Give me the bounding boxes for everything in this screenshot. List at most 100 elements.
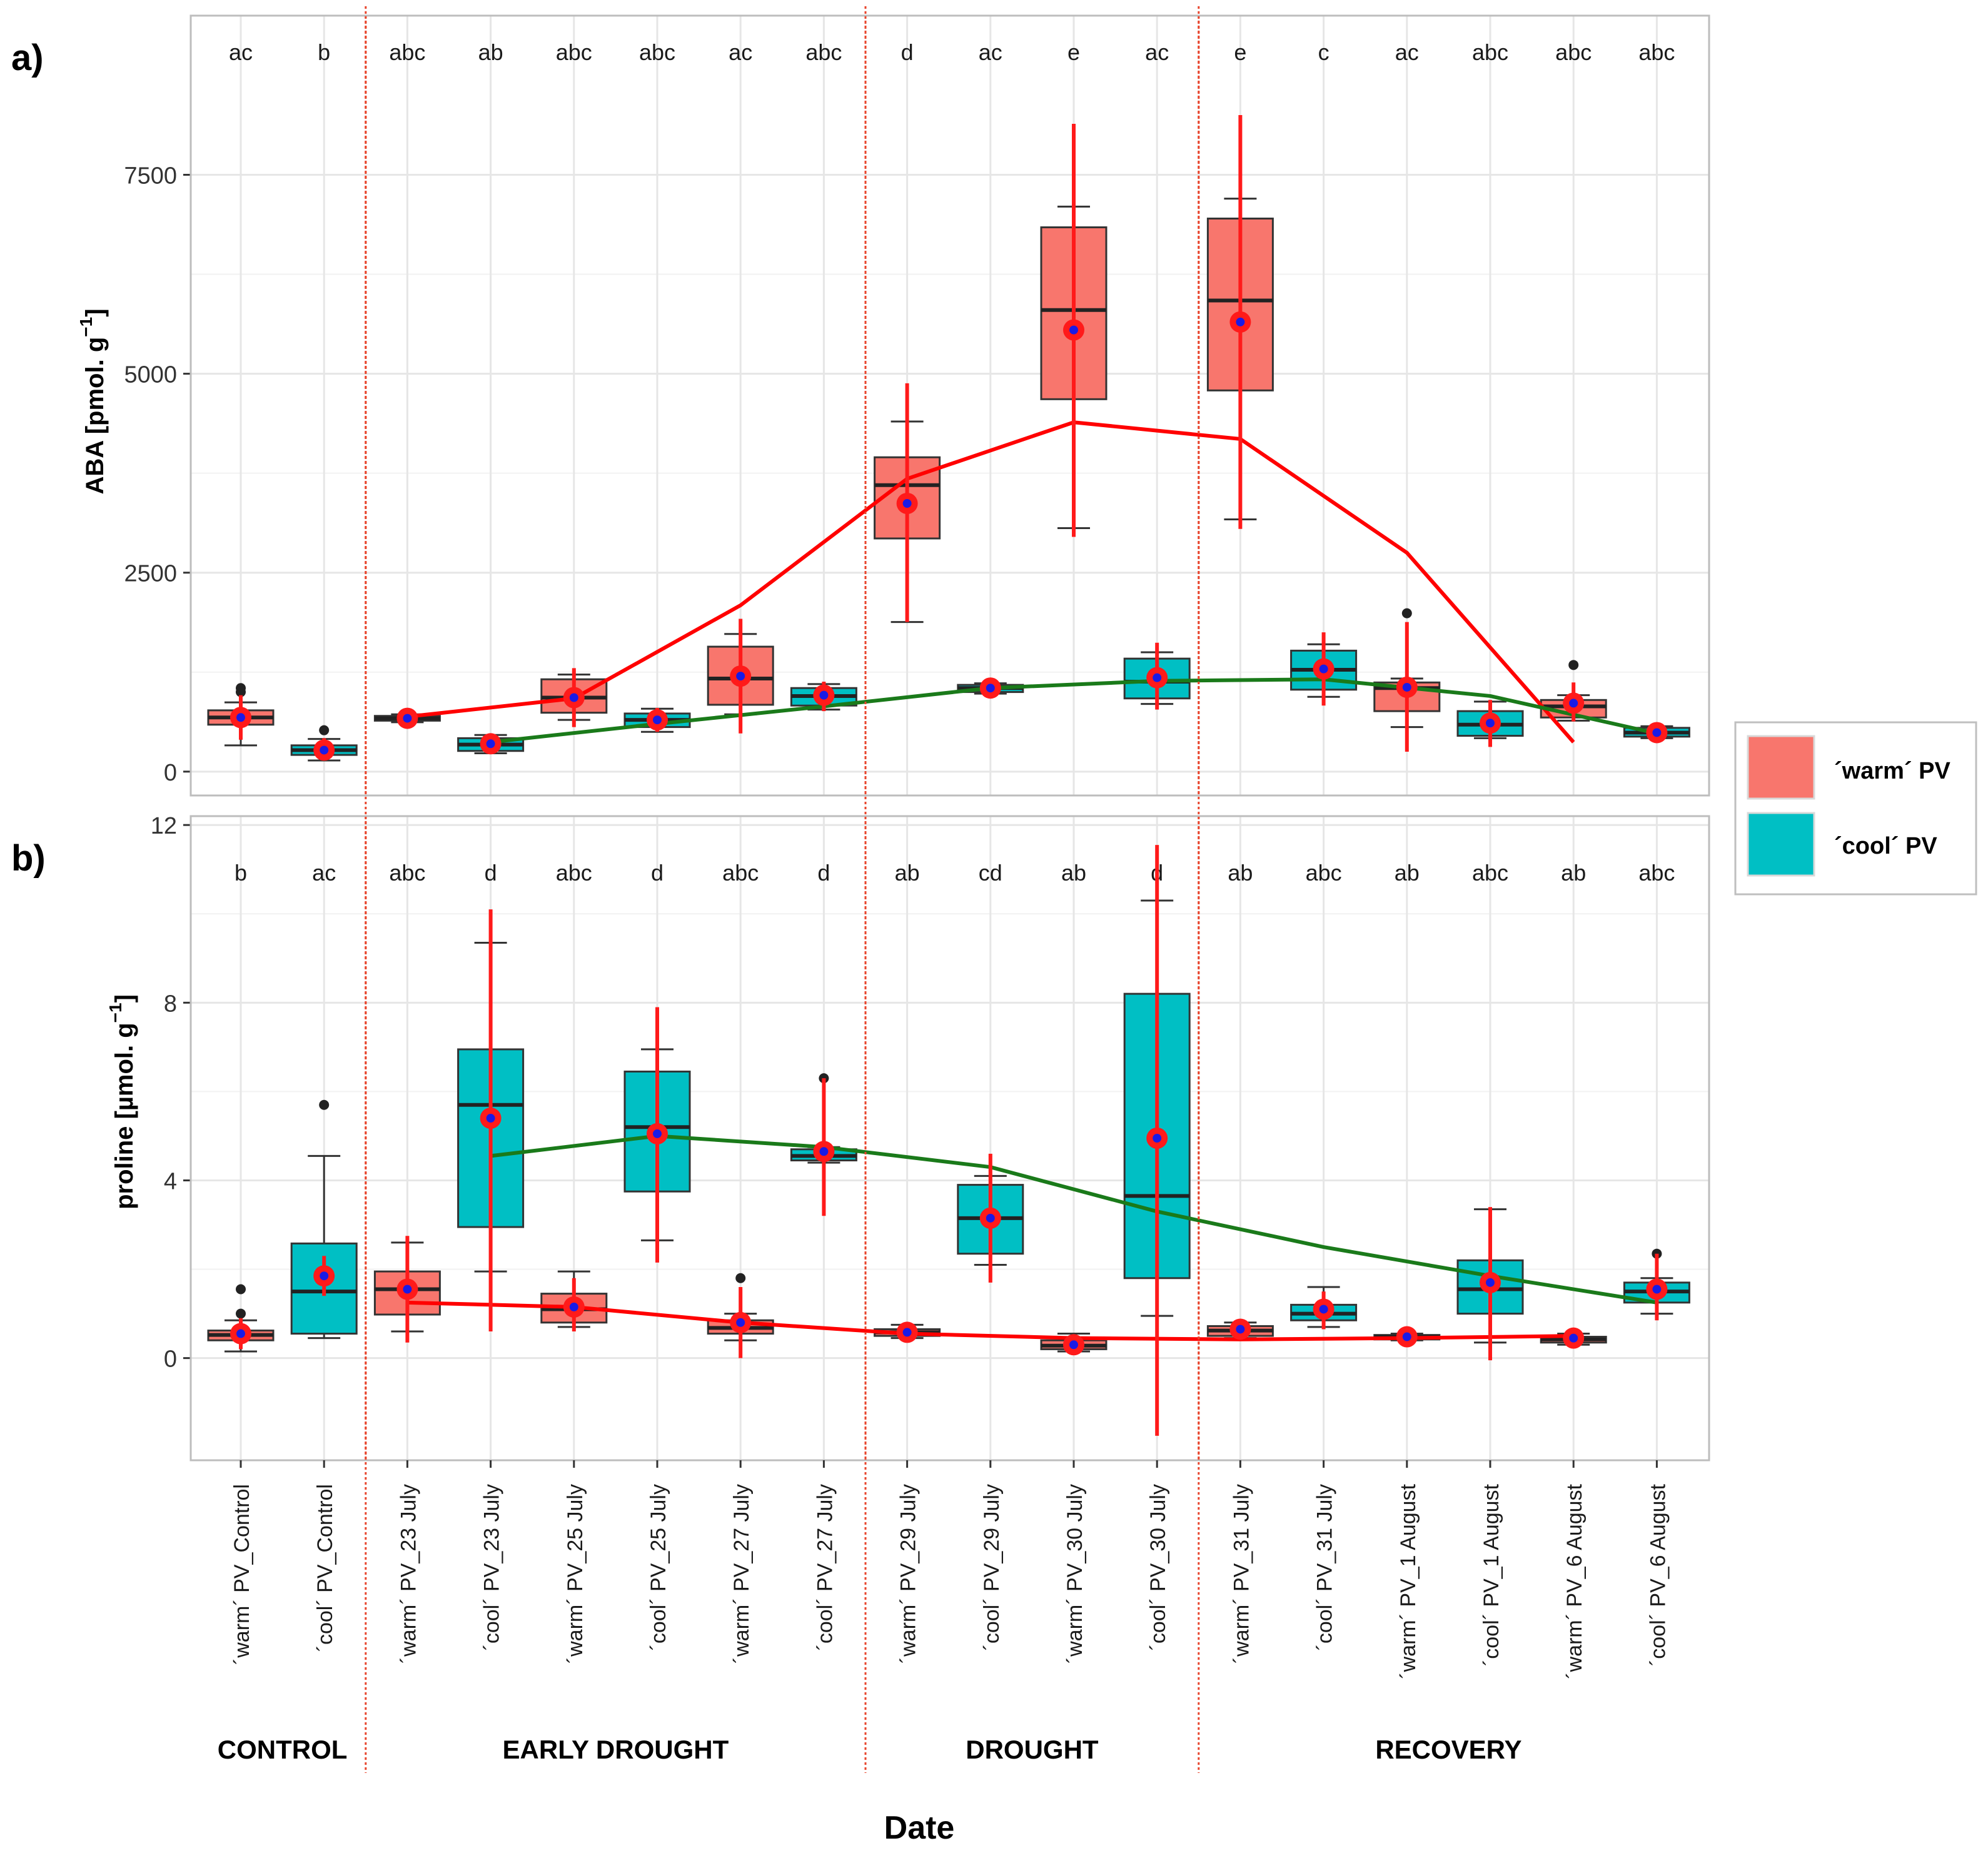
significance-letter: ab [1561,860,1586,886]
panel-b-ylabel: proline [µmol. g−1] [106,994,138,1209]
panel-b-ylabel-sup: −1 [106,1002,125,1022]
significance-letter: abc [1306,860,1342,886]
mean-point [1486,1278,1495,1287]
legend-label-cool: ´cool´ PV [1834,833,1937,859]
mean-point [1236,317,1245,326]
outlier-point [735,1273,746,1283]
mean-point [320,745,329,755]
outlier-point [236,1308,246,1319]
mean-point [653,1129,662,1138]
mean-line-cool [490,677,1658,744]
x-tick-label: ´warm´ PV_29 July [897,1484,921,1664]
legend-label-warm: ´warm´ PV [1834,758,1950,784]
mean-point [1319,664,1328,674]
mean-point [819,1147,829,1156]
outlier-point [319,725,330,735]
outlier-point [1568,660,1579,670]
mean-point [1153,673,1162,682]
panel-a: 0 2500 5000 7500 ac b abc ab abc abc ac abc d ac e ac e c… [124,14,1710,797]
mean-point [486,739,495,749]
mean-point [403,714,412,723]
significance-letter: abc [639,39,675,65]
significance-letter: abc [805,39,842,65]
panel-b-background [191,816,1709,1460]
mean-point [1153,1134,1162,1143]
panel-a-label: a) [11,38,44,78]
panel-b-ylabel-close: ] [111,994,138,1002]
x-tick-label: ´cool´ PV_Control [313,1484,337,1652]
y-tick-label: 7500 [124,163,177,189]
x-tick-label: ´cool´ PV_1 August [1480,1483,1503,1666]
significance-letter: abc [1555,39,1592,65]
significance-letter: abc [1472,39,1508,65]
mean-point [403,1285,412,1294]
significance-letter: c [1318,39,1330,65]
significance-letter: ac [979,39,1002,65]
mean-point [1319,1305,1328,1314]
mean-point [1652,728,1662,737]
x-tick-label: ´warm´ PV_27 July [730,1484,754,1664]
x-tick-label: ´warm´ PV_6 August [1563,1483,1587,1679]
mean-line-cool [490,1134,1657,1305]
panel-b: 04812bacabcdabcdabcdabcdabdababcababcaba… [151,813,1710,1462]
mean-point [569,693,578,702]
panel-b-border [189,815,1710,1462]
y-tick-label: 2500 [124,561,177,587]
mean-point [819,690,829,700]
x-axis-title: Date [884,1810,955,1846]
x-tick-label: ´warm´ PV_1 August [1396,1483,1420,1679]
y-tick-label: 0 [164,760,177,786]
y-tick-label: 0 [164,1346,177,1373]
mean-point [1069,325,1078,335]
significance-letter: e [1067,39,1080,65]
legend-swatch-warm [1747,735,1815,800]
significance-letter: abc [556,39,592,65]
x-tick-label: ´cool´ PV_30 July [1146,1484,1170,1650]
x-tick-label: ´cool´ PV_25 July [647,1484,670,1650]
significance-letter: d [485,860,497,886]
significance-letter: ac [229,39,253,65]
y-tick-label: 8 [164,991,177,1017]
x-tick-label: ´cool´ PV_29 July [980,1484,1004,1650]
mean-point [1236,1325,1245,1334]
mean-point [986,1213,995,1223]
significance-letter: abc [389,39,425,65]
significance-letter: ab [1061,860,1086,886]
mean-point [569,1302,578,1311]
panel-a-border [189,14,1710,797]
x-tick-label: ´warm´ PV_30 July [1063,1484,1087,1664]
mean-line-warm [407,420,1575,744]
mean-point [1569,1333,1578,1343]
mean-point [1402,682,1411,692]
significance-letter: ac [312,860,336,886]
x-tick-label: ´warm´ PV_23 July [396,1484,420,1664]
significance-letter: d [901,39,914,65]
mean-point [320,1271,329,1281]
outlier-point [319,1099,330,1110]
significance-letter: e [1234,39,1246,65]
significance-letter: ac [1145,39,1169,65]
mean-point [736,1318,745,1327]
panel-a-background [191,16,1709,795]
x-tick-label: ´warm´ PV_25 July [563,1484,587,1664]
phase-label: CONTROL [218,1735,348,1764]
significance-letter: ab [478,39,503,65]
legend-swatch-cool [1747,812,1815,877]
significance-letter: abc [1638,860,1675,886]
mean-point [902,499,912,508]
panel-b-ylabel-main: proline [µmol. g [111,1022,138,1209]
x-tick-label: ´cool´ PV_31 July [1313,1484,1337,1650]
x-tick-label: ´cool´ PV_6 August [1646,1483,1670,1666]
outlier-point [1401,608,1412,619]
mean-point [1569,699,1578,708]
significance-letter: ab [895,860,920,886]
x-tick-label: ´warm´ PV_Control [230,1484,254,1665]
significance-letter: d [817,860,830,886]
significance-letter: ab [1395,860,1420,886]
mean-point [486,1114,495,1123]
significance-letter: cd [979,860,1002,886]
significance-letter: ac [1395,39,1419,65]
panel-a-ylabel-close: ] [81,308,109,316]
